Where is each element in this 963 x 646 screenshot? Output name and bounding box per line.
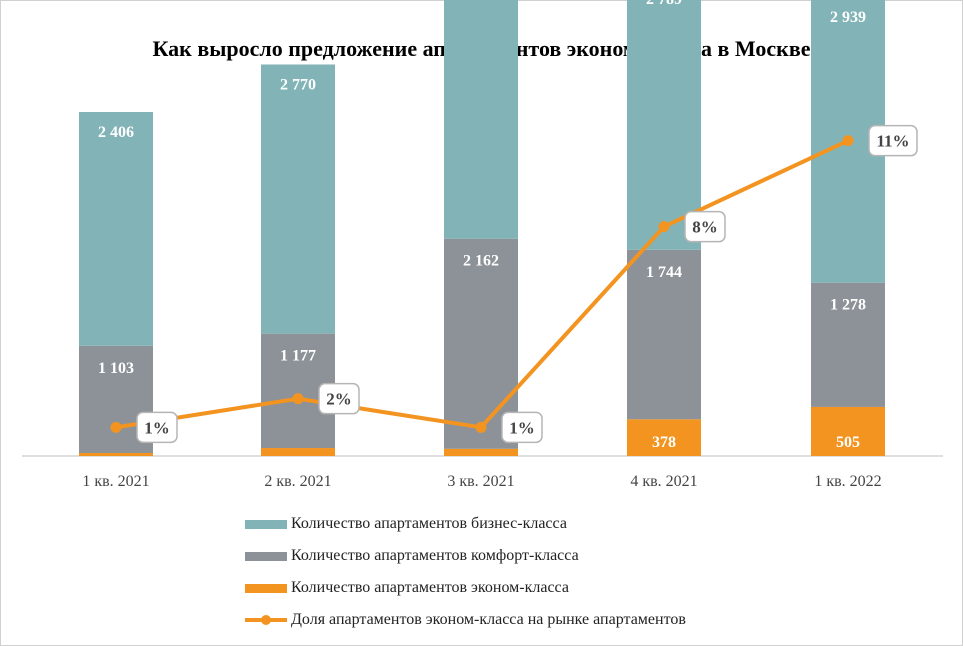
share-label-box xyxy=(136,411,178,444)
bar-economy xyxy=(79,452,153,456)
bar-comfort xyxy=(811,282,885,407)
share-label-box xyxy=(318,382,360,415)
share-label: 11% xyxy=(876,132,909,151)
bar-economy xyxy=(261,448,335,456)
bar-business xyxy=(261,64,335,334)
legend-label-comfort: Количество апартаментов комфорт-класса xyxy=(291,547,579,564)
legend-swatch-economy xyxy=(245,583,287,593)
legend-item-economy: Количество апартаментов эконом-класса xyxy=(245,572,686,604)
share-point xyxy=(110,421,122,433)
share-label-box xyxy=(501,411,543,444)
x-tick-label: 3 кв. 2021 xyxy=(447,473,514,490)
data-label-comfort: 2 162 xyxy=(463,253,499,270)
share-label-box xyxy=(684,210,726,243)
data-label-comfort: 1 278 xyxy=(830,297,866,314)
share-point xyxy=(842,135,854,147)
legend-swatch-business xyxy=(245,519,287,529)
share-line-segment xyxy=(479,224,666,430)
data-label-business: 2 406 xyxy=(98,124,134,141)
legend-item-business: Количество апартаментов бизнес-класса xyxy=(245,508,686,540)
legend-label-business: Количество апартаментов бизнес-класса xyxy=(291,515,567,532)
share-label: 2% xyxy=(326,390,352,409)
legend-swatch-comfort xyxy=(245,551,287,561)
bar-comfort xyxy=(627,249,701,420)
legend-item-comfort: Количество апартаментов комфорт-класса xyxy=(245,540,686,572)
legend-swatch-share xyxy=(245,613,287,627)
data-label-business: 2 939 xyxy=(830,9,866,26)
share-point xyxy=(475,421,487,433)
data-label-business: 2 789 xyxy=(646,0,682,8)
data-label-comfort: 1 744 xyxy=(646,264,682,281)
x-tick-label: 2 кв. 2021 xyxy=(264,473,331,490)
share-label: 8% xyxy=(692,218,718,237)
data-label-business: 2 770 xyxy=(280,76,316,93)
share-label: 1% xyxy=(144,418,170,437)
legend-item-share: Доля апартаментов эконом-класса на рынке… xyxy=(245,604,686,636)
share-point xyxy=(658,221,670,233)
data-label-economy: 505 xyxy=(836,434,860,451)
share-point xyxy=(292,393,304,405)
share-label-box xyxy=(868,124,918,157)
legend-label-economy: Количество апартаментов эконом-класса xyxy=(291,579,569,596)
data-label-comfort: 1 177 xyxy=(280,348,316,365)
bar-economy xyxy=(811,406,885,456)
x-tick-label: 4 кв. 2021 xyxy=(630,473,697,490)
bar-economy xyxy=(627,419,701,456)
chart-legend: Количество апартаментов бизнес-класса Ко… xyxy=(245,508,686,636)
bar-business xyxy=(79,112,153,346)
bar-business xyxy=(444,0,518,239)
share-label: 1% xyxy=(509,418,535,437)
data-label-economy: 378 xyxy=(652,434,676,451)
legend-label-share: Доля апартаментов эконом-класса на рынке… xyxy=(291,611,686,628)
bar-economy xyxy=(444,448,518,456)
data-label-comfort: 1 103 xyxy=(98,360,134,377)
x-tick-label: 1 кв. 2022 xyxy=(814,473,881,490)
x-tick-label: 1 кв. 2021 xyxy=(82,473,149,490)
bar-business xyxy=(627,0,701,250)
